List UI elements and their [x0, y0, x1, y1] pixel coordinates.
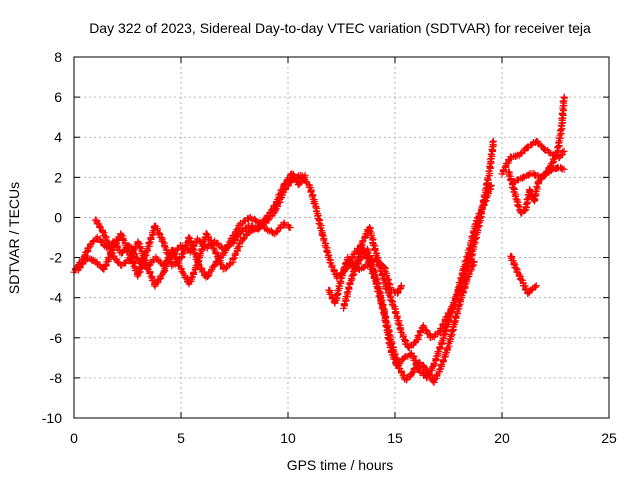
- x-tick-label: 25: [601, 430, 617, 446]
- x-tick-label: 20: [494, 430, 510, 446]
- x-tick-label: 0: [70, 430, 78, 446]
- y-tick-label: -4: [50, 290, 63, 306]
- series-track-6: [346, 255, 405, 297]
- plot-area-border: [73, 56, 610, 419]
- x-tick-label: 10: [280, 430, 296, 446]
- series-track-5: [340, 137, 497, 351]
- axis-ticks: 0 5 10 15 20 25 -10 -8 -6 -4 -2 0 2 4 6 8: [42, 49, 617, 446]
- y-tick-label: -8: [50, 370, 63, 386]
- x-axis-label: GPS time / hours: [287, 457, 394, 473]
- y-tick-label: 2: [54, 169, 62, 185]
- y-tick-label: 4: [54, 129, 62, 145]
- series-track-3: [91, 170, 309, 290]
- y-tick-label: 6: [54, 89, 62, 105]
- data-points: [70, 93, 568, 386]
- point-markers: [346, 255, 405, 297]
- series-track-10: [511, 164, 568, 186]
- point-markers: [511, 164, 568, 186]
- y-tick-label: 8: [54, 49, 62, 65]
- y-tick-label: -2: [50, 250, 63, 266]
- y-axis-label: SDTVAR / TECUs: [6, 182, 22, 294]
- y-tick-label: -10: [42, 410, 62, 426]
- series-track-9: [507, 252, 540, 298]
- y-tick-label: -6: [50, 330, 63, 346]
- y-tick-label: 0: [54, 209, 62, 225]
- x-tick-label: 5: [177, 430, 185, 446]
- point-markers: [507, 252, 540, 298]
- point-markers: [91, 170, 309, 290]
- x-tick-label: 15: [387, 430, 403, 446]
- chart-title: Day 322 of 2023, Sidereal Day-to-day VTE…: [89, 20, 591, 36]
- point-markers: [340, 137, 497, 351]
